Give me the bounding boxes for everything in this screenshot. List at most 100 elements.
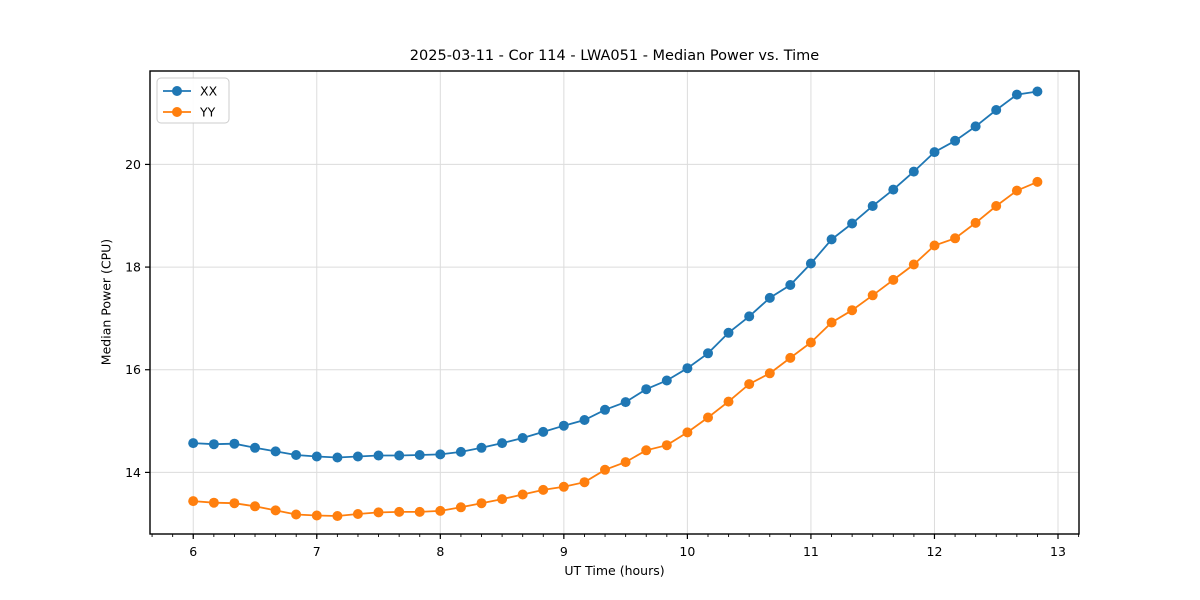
data-point-xx: [785, 280, 796, 290]
x-tick-label: 7: [313, 544, 321, 559]
x-tick-label: 9: [560, 544, 568, 559]
data-point-xx: [188, 438, 199, 449]
data-point-yy: [867, 290, 878, 301]
x-tick-label: 6: [189, 544, 197, 559]
data-point-yy: [332, 511, 343, 521]
data-point-xx: [620, 397, 631, 408]
data-point-xx: [250, 442, 260, 453]
data-point-xx: [497, 438, 508, 449]
data-point-xx: [826, 234, 837, 245]
data-point-yy: [538, 484, 549, 495]
data-point-yy: [805, 337, 816, 348]
data-point-xx: [805, 258, 816, 269]
y-tick-label: 16: [125, 362, 141, 377]
data-point-yy: [1032, 176, 1043, 187]
data-point-yy: [703, 412, 713, 423]
data-point-yy: [435, 505, 446, 516]
data-point-xx: [764, 292, 775, 303]
data-point-yy: [744, 379, 755, 390]
data-point-yy: [888, 274, 899, 285]
data-point-yy: [394, 506, 405, 517]
data-point-yy: [558, 481, 569, 492]
data-point-xx: [744, 311, 755, 322]
data-point-yy: [600, 464, 610, 475]
data-point-xx: [394, 450, 405, 461]
data-point-yy: [250, 501, 260, 512]
x-axis-label: UT Time (hours): [564, 563, 665, 578]
axes-spines: [149, 70, 1080, 535]
chart-title: 2025-03-11 - Cor 114 - LWA051 - Median P…: [409, 48, 820, 64]
legend-sample-marker-yy: [172, 107, 182, 117]
data-point-xx: [888, 184, 899, 195]
data-point-xx: [352, 451, 363, 462]
data-point-xx: [867, 201, 878, 211]
data-point-xx: [950, 135, 961, 146]
data-point-xx: [682, 363, 693, 374]
data-point-xx: [208, 439, 219, 450]
data-point-yy: [517, 489, 528, 500]
data-point-yy: [414, 506, 425, 517]
data-point-xx: [641, 384, 652, 395]
data-point-xx: [929, 147, 940, 158]
x-tick-label: 8: [436, 544, 444, 559]
data-point-xx: [847, 218, 858, 229]
data-point-xx: [723, 327, 734, 338]
data-point-yy: [579, 477, 590, 488]
data-point-xx: [1011, 89, 1022, 100]
data-point-xx: [435, 449, 446, 460]
data-point-xx: [476, 442, 487, 453]
data-point-yy: [188, 496, 199, 507]
data-point-xx: [414, 450, 425, 460]
data-point-xx: [517, 433, 528, 443]
data-point-xx: [538, 426, 549, 437]
data-point-yy: [455, 502, 466, 513]
data-point-xx: [332, 452, 343, 463]
legend-label-xx: XX: [200, 84, 218, 99]
data-point-xx: [970, 121, 981, 132]
data-point-yy: [620, 457, 631, 468]
data-point-xx: [600, 404, 610, 415]
data-point-yy: [970, 217, 981, 228]
data-point-xx: [661, 375, 672, 386]
data-point-yy: [950, 233, 961, 244]
data-point-yy: [764, 368, 775, 379]
data-point-xx: [1032, 86, 1043, 97]
x-tick-label: 11: [803, 544, 819, 559]
series-yy-line: [193, 181, 1038, 517]
y-tick-label: 20: [125, 157, 141, 172]
data-point-yy: [352, 509, 363, 519]
data-point-yy: [291, 509, 302, 520]
data-point-yy: [826, 317, 837, 328]
legend-label-yy: YY: [199, 105, 216, 120]
data-point-xx: [270, 446, 281, 457]
x-tick-label: 12: [927, 544, 943, 559]
data-point-yy: [929, 240, 940, 251]
data-point-xx: [703, 348, 713, 359]
data-point-yy: [373, 507, 384, 518]
data-point-xx: [373, 450, 384, 461]
data-point-yy: [270, 505, 281, 516]
data-point-xx: [455, 446, 466, 457]
y-tick-label: 14: [125, 465, 141, 480]
data-point-yy: [1011, 185, 1022, 196]
data-point-xx: [991, 105, 1002, 115]
data-point-yy: [311, 510, 322, 521]
data-point-xx: [579, 415, 590, 425]
legend-box: [156, 77, 230, 124]
data-point-yy: [497, 494, 508, 505]
data-point-yy: [661, 440, 672, 451]
data-point-yy: [991, 201, 1002, 211]
data-point-yy: [723, 396, 734, 407]
data-point-xx: [229, 438, 240, 449]
data-point-xx: [291, 450, 302, 460]
data-point-yy: [682, 427, 693, 438]
data-point-xx: [908, 166, 919, 177]
data-point-yy: [476, 498, 487, 509]
data-point-yy: [847, 305, 858, 316]
data-point-xx: [311, 451, 322, 462]
x-tick-label: 13: [1050, 544, 1066, 559]
data-point-yy: [908, 259, 919, 270]
data-point-xx: [558, 420, 569, 431]
x-tick-label: 10: [679, 544, 695, 559]
